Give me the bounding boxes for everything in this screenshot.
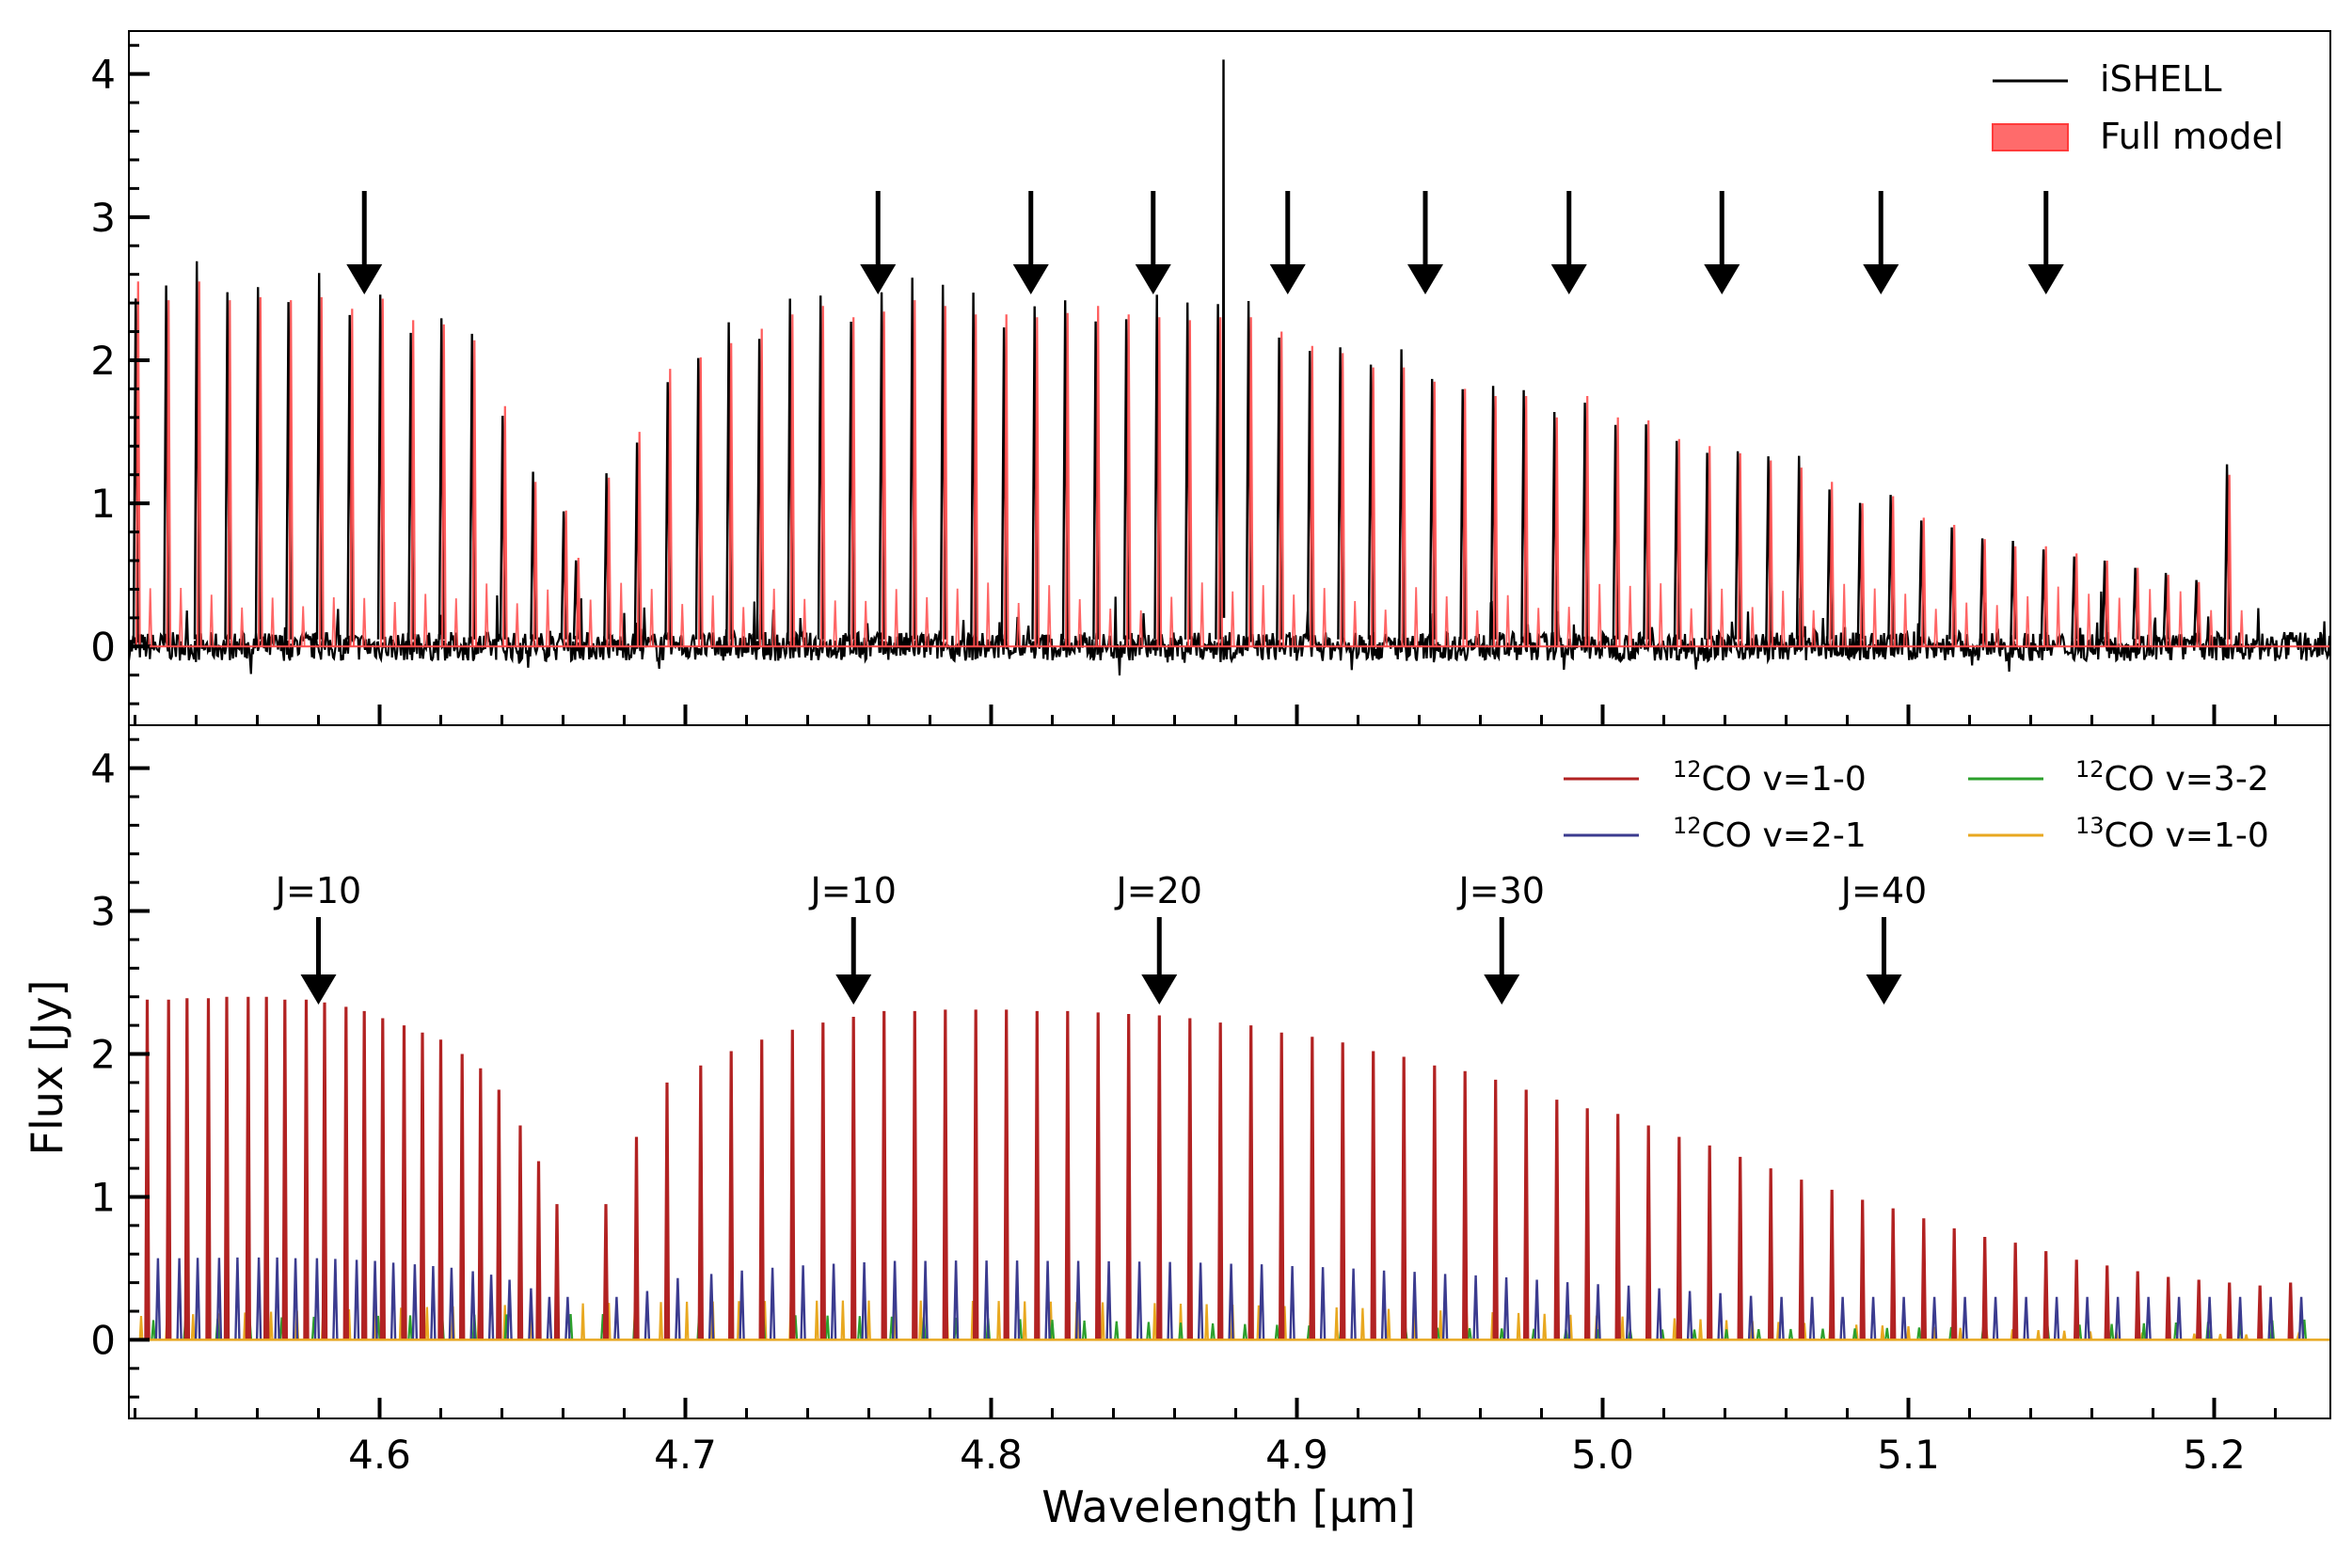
legend-label-13co-v1-0: 13CO v=1-0 [2075, 813, 2269, 855]
y-tick-label: 4 [90, 746, 116, 792]
j-label: J=40 [1839, 870, 1927, 911]
top-arrow-head [1407, 264, 1443, 294]
full-model-line-peaks [135, 281, 2233, 647]
top-arrow-head [1012, 264, 1049, 294]
top-tick-labels: 0 1 2 3 4 [90, 52, 116, 671]
bottom-plot-area [129, 996, 2330, 1341]
j-arrow-head [300, 974, 337, 1005]
x-tick-label: 4.7 [654, 1432, 717, 1478]
top-arrow-head [1863, 264, 1899, 294]
bottom-tick-labels: 4.6 4.7 4.8 4.9 5.0 5.1 5.2 0 1 2 3 4 [90, 746, 2246, 1478]
bottom-annotations: J=10 J=10 J=20 J=30 J=40 [274, 870, 1927, 1005]
bottom-legend: 12CO v=1-0 12CO v=2-1 12CO v=3-2 13CO v=… [1564, 756, 2269, 855]
j-arrow-head [835, 974, 872, 1005]
top-arrow-head [1704, 264, 1740, 294]
top-arrow-head [1269, 264, 1306, 294]
y-tick-label: 0 [90, 1317, 116, 1363]
x-tick-label: 5.1 [1877, 1432, 1940, 1478]
top-arrow-head [1550, 264, 1587, 294]
series-12co-v1-0 [144, 996, 2294, 1340]
j-arrow-head [1484, 974, 1520, 1005]
top-arrows [346, 191, 2064, 294]
x-tick-label: 4.6 [348, 1432, 411, 1478]
y-axis-label: Flux [Jy] [22, 980, 72, 1156]
ishell-tall-spike [1221, 59, 1226, 618]
y-tick-label: 0 [90, 624, 116, 670]
y-tick-label: 1 [90, 1174, 116, 1220]
legend-label-12co-v3-2: 12CO v=3-2 [2075, 756, 2269, 799]
y-tick-label: 1 [90, 481, 116, 527]
axes-frame [128, 724, 2331, 1419]
x-axis-label: Wavelength [μm] [1041, 1481, 1415, 1532]
y-tick-label: 3 [90, 889, 116, 935]
top-arrow-head [860, 264, 897, 294]
j-arrow-head [1866, 974, 1902, 1005]
y-tick-label: 4 [90, 52, 116, 98]
top-legend: iSHELL Full model [1992, 58, 2283, 157]
ishell-line-peaks [132, 261, 2231, 640]
full-model-weak-lines [148, 582, 2245, 647]
x-tick-label: 5.2 [2183, 1432, 2246, 1478]
top-plot-area [129, 59, 2330, 676]
top-arrow-head [346, 264, 383, 294]
ishell-noise [129, 591, 2330, 676]
legend-label-12co-v1-0: 12CO v=1-0 [1673, 756, 1867, 799]
y-tick-label: 2 [90, 1032, 116, 1078]
j-label: J=20 [1115, 870, 1202, 911]
legend-swatch-full-model [1992, 123, 2069, 151]
j-label: J=10 [809, 870, 897, 911]
legend-label-ishell: iSHELL [2100, 58, 2222, 100]
j-label: J=30 [1457, 870, 1545, 911]
bottom-axes [128, 724, 2331, 1419]
top-arrow-head [1135, 264, 1171, 294]
legend-label-12co-v2-1: 12CO v=2-1 [1673, 813, 1867, 855]
j-label: J=10 [274, 870, 361, 911]
y-tick-label: 2 [90, 338, 116, 384]
j-arrow-head [1141, 974, 1178, 1005]
x-tick-label: 4.8 [960, 1432, 1023, 1478]
top-arrow-head [2027, 264, 2064, 294]
series-12co-v2-1 [154, 1257, 2305, 1340]
top-panel: 0 1 2 3 4 iSHELL Full model [90, 30, 2331, 726]
x-tick-label: 5.0 [1571, 1432, 1634, 1478]
x-tick-label: 4.9 [1265, 1432, 1328, 1478]
legend-label-full-model: Full model [2100, 116, 2283, 157]
y-tick-label: 3 [90, 195, 116, 241]
